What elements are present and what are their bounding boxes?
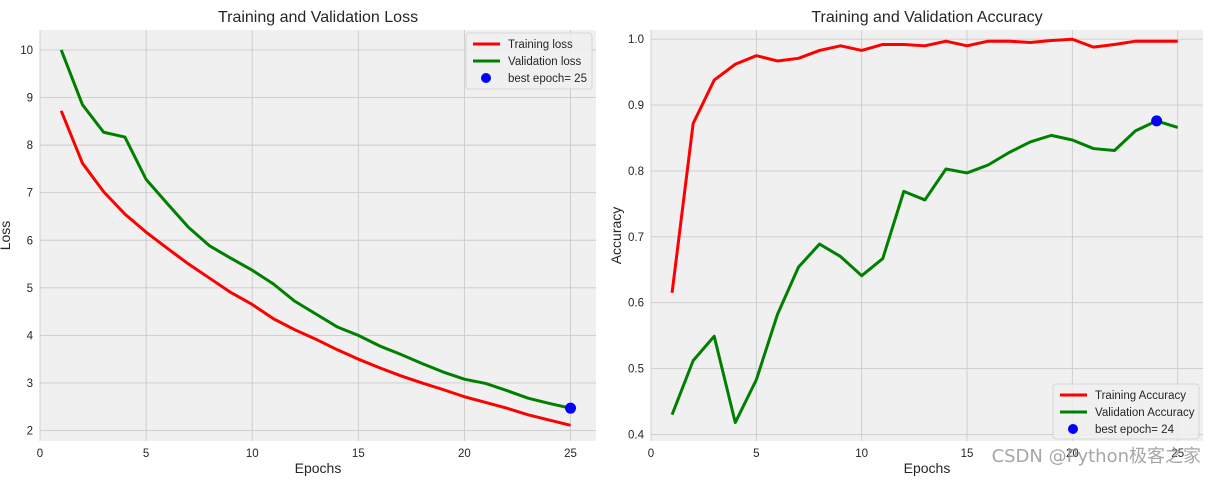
- y-tick-label: 4: [27, 330, 34, 342]
- validation-series-line: [670, 119, 1179, 425]
- accuracy-chart: 0 5 10 15 20 25 0.4 0.5 0.6 0.7 0.8 0.9 1.0 Training …: [608, 9, 1203, 476]
- legend: Training loss Validation loss best epoch= …: [465, 32, 593, 90]
- legend-box: [1052, 383, 1200, 440]
- x-tick-label: 20: [458, 448, 471, 460]
- x-axis-label: Epochs: [904, 460, 951, 476]
- legend-entry-label: Validation Accuracy: [1095, 407, 1195, 419]
- x-tick-label: 5: [143, 448, 149, 460]
- x-tick-label: 0: [37, 448, 43, 460]
- x-tick-label: 10: [246, 448, 259, 460]
- legend-entry-label: Training Accuracy: [1095, 390, 1186, 402]
- y-tick-label: 0.8: [628, 166, 644, 178]
- y-tick-label: 0.7: [628, 232, 644, 244]
- x-tick-label: 15: [961, 448, 974, 460]
- y-tick-label: 5: [27, 283, 33, 295]
- x-tick-label: 25: [564, 448, 577, 460]
- legend-entry-label: best epoch= 25: [508, 73, 587, 85]
- y-tick-label: 6: [27, 235, 33, 247]
- legend-entry-label: Training loss: [508, 39, 573, 51]
- x-axis-label: Epochs: [295, 460, 342, 476]
- x-tick-label: 0: [648, 448, 654, 460]
- training-series-line: [59, 110, 571, 427]
- x-tick-label: 15: [352, 448, 365, 460]
- y-tick-label: 10: [20, 45, 33, 57]
- plot-area: [40, 30, 596, 441]
- legend-dot-swatch: [1068, 424, 1078, 434]
- y-tick-label: 3: [27, 378, 33, 390]
- legend: Training Accuracy Validation Accuracy best…: [1052, 383, 1200, 440]
- y-tick-label: 7: [27, 188, 33, 200]
- y-tick-label: 0.6: [628, 298, 644, 310]
- y-tick-label: 8: [27, 140, 33, 152]
- watermark-text: CSDN @Python极客之家: [991, 446, 1201, 467]
- y-axis-label: Loss: [0, 221, 13, 251]
- legend-entry-label: Validation loss: [508, 56, 582, 68]
- y-tick-label: 9: [27, 93, 33, 105]
- y-axis-label: Accuracy: [608, 207, 624, 265]
- loss-chart: 0 5 10 15 20 25 2 3 4 5 6 7 8 9 10 Training and Validat…: [0, 9, 596, 476]
- training-series-line: [670, 37, 1178, 293]
- chart-title: Training and Validation Accuracy: [811, 9, 1042, 26]
- chart-title: Training and Validation Loss: [218, 9, 418, 26]
- y-tick-label: 0.4: [628, 429, 645, 441]
- x-tick-label: 10: [855, 448, 868, 460]
- legend-entry-label: best epoch= 24: [1095, 424, 1175, 436]
- x-tick-label: 20: [1066, 448, 1079, 460]
- y-tick-label: 0.9: [628, 100, 644, 112]
- validation-series-line: [59, 49, 571, 410]
- best-epoch-point: [1151, 115, 1163, 127]
- best-epoch-point: [565, 402, 577, 414]
- y-tick-label: 1.0: [628, 34, 644, 46]
- y-tick-label: 2: [27, 426, 33, 438]
- legend-box: [465, 32, 593, 90]
- y-tick-label: 0.5: [628, 364, 644, 376]
- legend-dot-swatch: [481, 73, 491, 83]
- plot-area: [651, 30, 1203, 441]
- x-tick-label: 25: [1171, 448, 1184, 460]
- x-tick-label: 5: [753, 448, 759, 460]
